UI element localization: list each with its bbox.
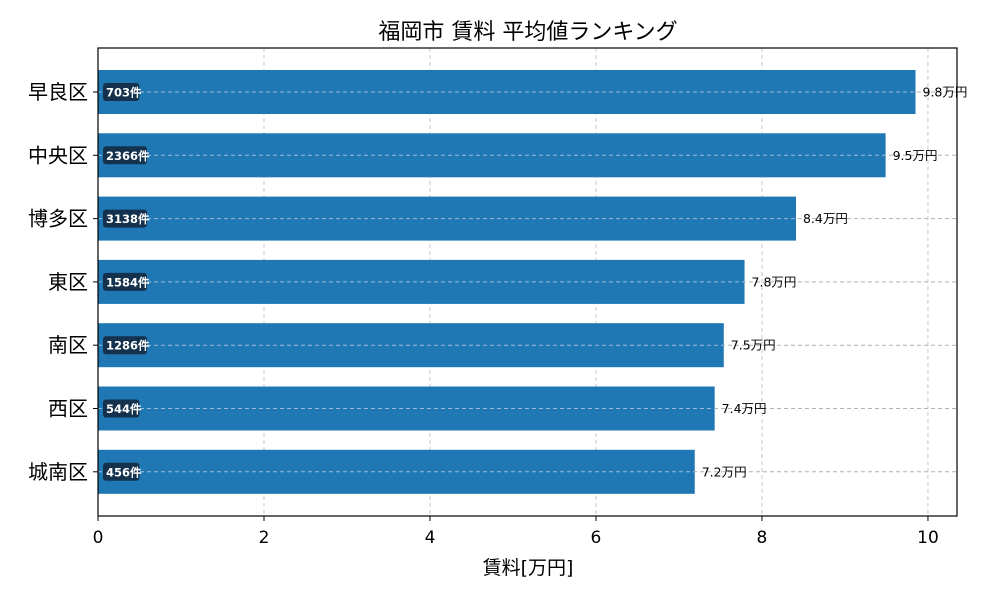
count-badge (103, 399, 140, 418)
count-badge (103, 209, 147, 228)
y-tick-label: 西区 (48, 397, 88, 421)
y-tick-label: 博多区 (28, 207, 88, 231)
x-axis-label: 賃料[万円] (483, 557, 574, 579)
count-badge (103, 146, 147, 165)
value-label: 8.4万円 (803, 211, 848, 226)
value-label: 7.4万円 (722, 401, 767, 416)
y-tick-label: 中央区 (28, 143, 88, 167)
count-badge (103, 336, 147, 355)
value-label: 7.2万円 (702, 464, 747, 479)
count-badge (103, 272, 147, 291)
bar-labels: 9.8万円 703件 9.5万円 2366件 8.4万円 3138件 7.8万円 1584件 7… (103, 83, 967, 481)
value-label: 7.8万円 (752, 274, 797, 289)
bar (98, 196, 796, 241)
count-label: 456件 (106, 465, 142, 479)
count-label: 544件 (106, 402, 142, 416)
x-tick-label: 6 (591, 528, 602, 548)
value-label: 7.5万円 (731, 338, 776, 353)
x-tick-label: 2 (259, 528, 270, 548)
count-label: 1286件 (106, 339, 150, 353)
count-label: 3138件 (106, 212, 150, 226)
x-tick-label: 4 (425, 528, 436, 548)
value-label: 9.5万円 (893, 148, 938, 163)
y-tick-label: 南区 (48, 333, 88, 357)
count-badge (103, 462, 140, 481)
count-label: 703件 (106, 86, 142, 100)
count-label: 1584件 (106, 275, 150, 289)
count-badge (103, 83, 140, 101)
value-label: 9.8万円 (923, 85, 968, 100)
y-tick-label: 城南区 (28, 460, 88, 484)
chart-title: 福岡市 賃料 平均値ランキング (378, 20, 677, 45)
x-tick-label: 0 (93, 528, 104, 548)
bars (98, 70, 916, 494)
x-tick-label: 8 (757, 528, 768, 548)
y-tick-label: 早良区 (28, 80, 88, 104)
count-label: 2366件 (106, 149, 150, 163)
y-tick-label: 東区 (48, 270, 88, 294)
x-tick-label: 10 (917, 528, 939, 548)
